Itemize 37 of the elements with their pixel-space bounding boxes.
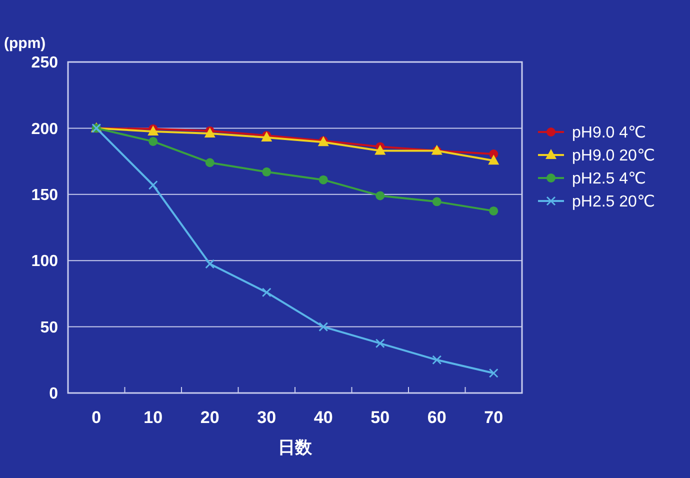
point — [318, 175, 328, 184]
point — [488, 368, 498, 378]
y-tick-label: 150 — [31, 187, 58, 204]
x-tick-label: 40 — [314, 408, 333, 427]
x-tick-label: 70 — [484, 408, 504, 427]
x-tick-label: 10 — [144, 408, 163, 427]
point — [148, 126, 159, 136]
point — [205, 259, 215, 269]
y-tick-label: 250 — [31, 54, 58, 72]
point — [489, 206, 498, 216]
point — [432, 355, 442, 365]
x-tick-label: 30 — [257, 408, 276, 427]
point — [318, 322, 328, 332]
x-tick-label: 50 — [370, 408, 390, 427]
point — [488, 154, 500, 165]
x-tick-label: 20 — [200, 408, 220, 427]
x-axis-title: 日数 — [278, 438, 313, 457]
point — [262, 167, 272, 176]
point — [432, 197, 442, 206]
x-tick-label: 0 — [92, 408, 102, 427]
point — [374, 144, 386, 155]
point — [262, 288, 272, 298]
point — [205, 158, 214, 168]
y-tick-label: 50 — [40, 319, 58, 336]
point — [148, 180, 158, 190]
y-tick-label: 100 — [31, 253, 58, 270]
y-tick-label: 200 — [31, 120, 58, 138]
legend-label: pH9.0 4℃ — [572, 124, 646, 142]
point — [375, 338, 385, 348]
point — [148, 136, 158, 146]
point — [376, 191, 385, 200]
legend-label: pH2.5 20℃ — [572, 194, 655, 211]
y-tick-label: 0 — [49, 386, 58, 403]
y-axis-title: (ppm) — [4, 35, 46, 52]
legend-label: pH9.0 20℃ — [572, 148, 655, 165]
legend-label: pH2.5 4℃ — [572, 170, 646, 188]
x-tick-label: 60 — [427, 408, 446, 427]
